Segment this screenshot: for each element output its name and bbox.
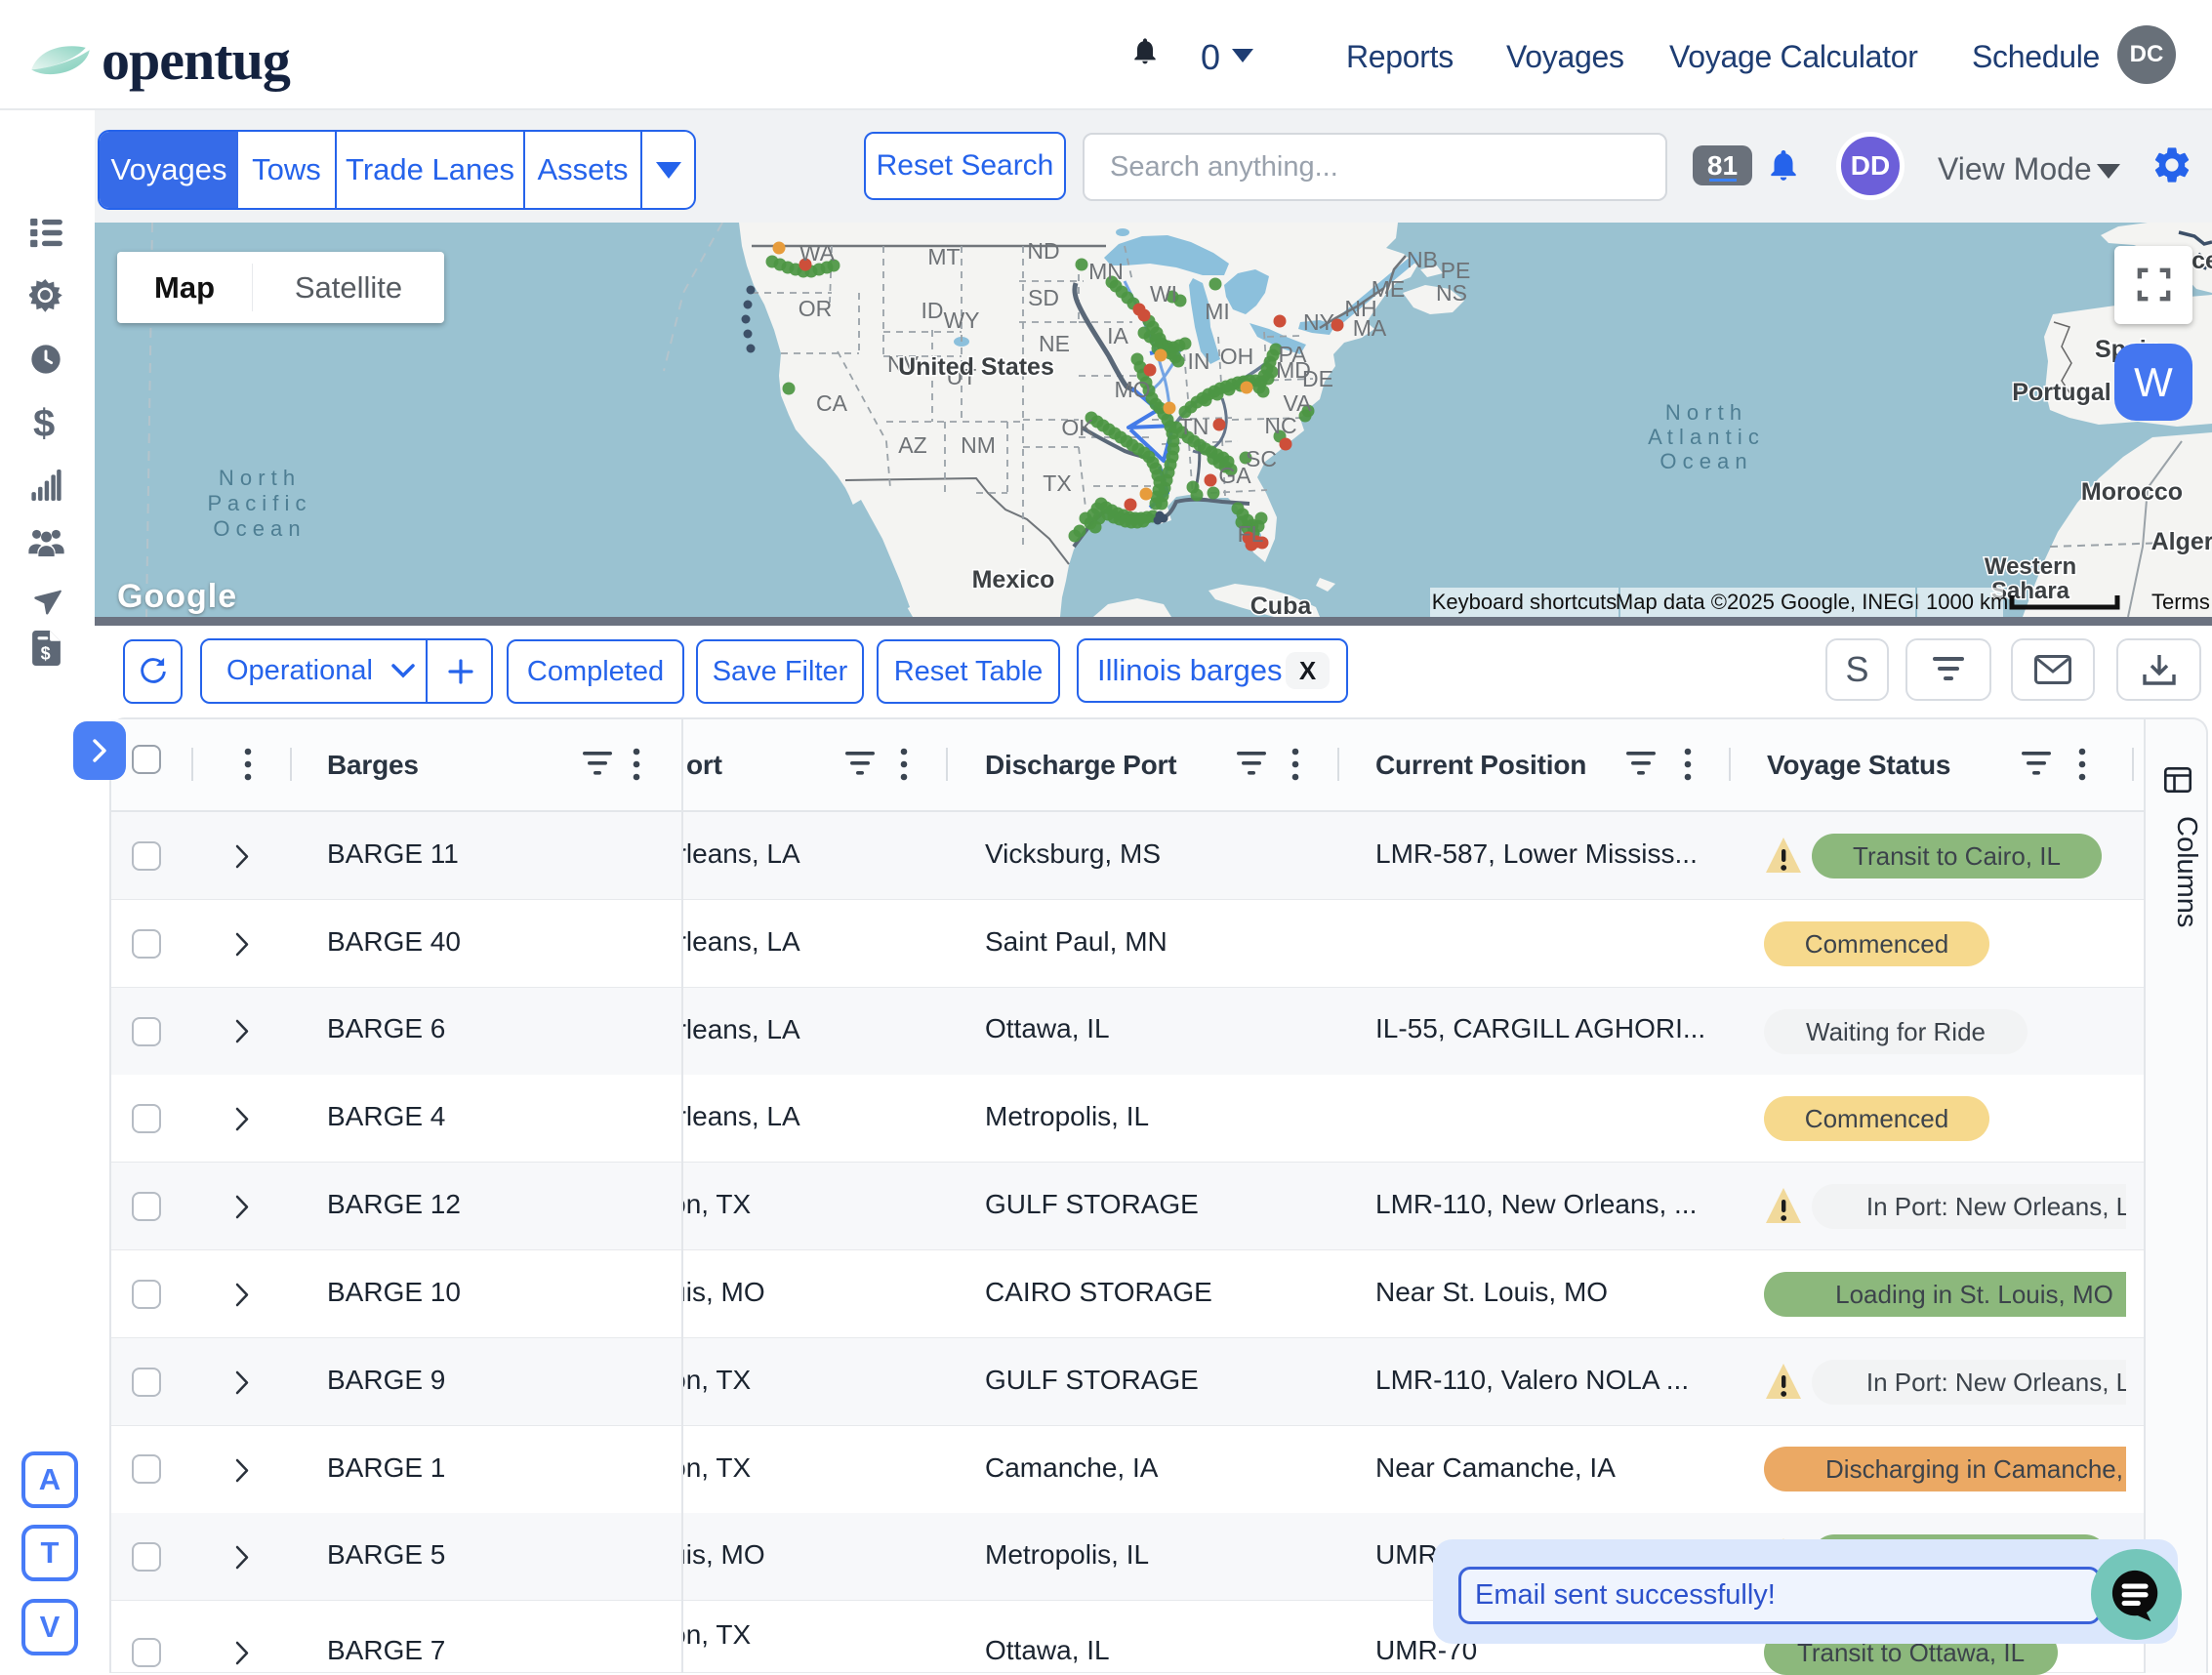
svg-text:ND: ND	[1027, 238, 1059, 264]
svg-text:MN: MN	[1088, 259, 1124, 284]
svg-text:Morocco: Morocco	[2081, 478, 2183, 506]
svg-text:PA: PA	[1279, 342, 1308, 367]
svg-text:P a c i f i c: P a c i f i c	[207, 491, 306, 515]
svg-text:ce: ce	[2192, 247, 2212, 274]
svg-text:TN: TN	[1179, 414, 1209, 439]
svg-text:CA: CA	[816, 390, 848, 416]
svg-text:Portugal: Portugal	[2012, 379, 2110, 406]
svg-text:WA: WA	[799, 240, 836, 266]
svg-text:NS: NS	[1436, 280, 1467, 306]
svg-text:NM: NM	[961, 432, 996, 458]
svg-text:PE: PE	[1441, 258, 1471, 283]
svg-text:NC: NC	[1264, 413, 1296, 438]
svg-text:ID: ID	[922, 298, 944, 323]
svg-text:MA: MA	[1353, 315, 1387, 341]
svg-text:AZ: AZ	[898, 432, 926, 458]
svg-text:WY: WY	[943, 307, 979, 333]
svg-text:OK: OK	[1061, 415, 1094, 440]
svg-text:United States: United States	[898, 353, 1054, 381]
svg-text:MT: MT	[927, 244, 960, 269]
svg-text:ME: ME	[1372, 276, 1406, 302]
svg-text:IN: IN	[1188, 348, 1210, 374]
svg-text:FL: FL	[1238, 521, 1264, 547]
svg-text:SD: SD	[1028, 285, 1059, 310]
svg-text:NH: NH	[1344, 296, 1376, 321]
svg-text:TX: TX	[1043, 470, 1071, 496]
svg-text:Cuba: Cuba	[1250, 592, 1313, 617]
svg-text:O c e a n: O c e a n	[1659, 449, 1746, 473]
svg-text:IA: IA	[1107, 323, 1128, 348]
svg-text:N o r t h: N o r t h	[1665, 400, 1741, 425]
svg-text:Algeria: Algeria	[2151, 528, 2212, 555]
svg-text:NE: NE	[1039, 331, 1070, 356]
svg-text:OR: OR	[799, 296, 833, 321]
svg-text:A t l a n t i c: A t l a n t i c	[1648, 425, 1759, 449]
svg-text:OH: OH	[1220, 344, 1254, 369]
svg-text:MO: MO	[1114, 377, 1150, 402]
svg-text:O c e a n: O c e a n	[213, 516, 300, 541]
svg-text:Western: Western	[1985, 553, 2076, 580]
svg-text:NB: NB	[1407, 247, 1438, 272]
svg-text:WI: WI	[1150, 281, 1177, 306]
svg-text:MD: MD	[1276, 357, 1311, 383]
svg-text:SC: SC	[1246, 446, 1277, 471]
svg-text:NV: NV	[887, 351, 920, 377]
svg-text:N o r t h: N o r t h	[219, 466, 295, 490]
svg-text:DE: DE	[1302, 366, 1333, 391]
svg-text:Sahara: Sahara	[1991, 578, 2070, 604]
svg-text:GA: GA	[1218, 463, 1251, 488]
svg-text:NY: NY	[1303, 309, 1334, 335]
svg-text:Mexico: Mexico	[972, 566, 1055, 593]
svg-text:VA: VA	[1284, 390, 1313, 416]
svg-text:$: $	[41, 644, 51, 664]
svg-text:MI: MI	[1205, 299, 1230, 324]
svg-text:UT: UT	[947, 364, 977, 389]
